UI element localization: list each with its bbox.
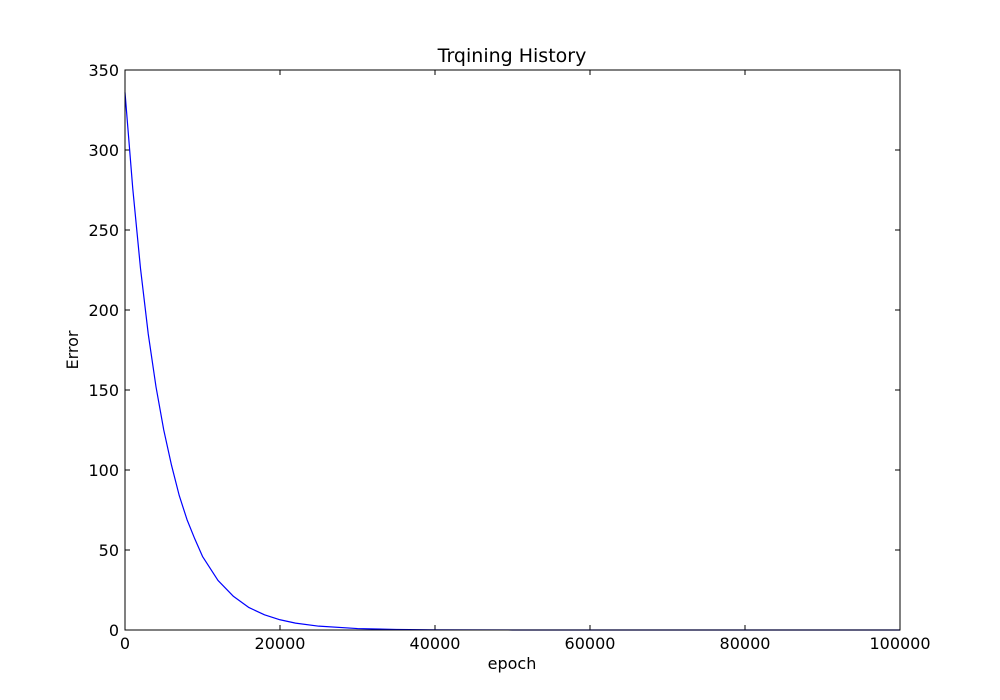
plot-frame [124, 69, 901, 631]
y-tick-label: 50 [99, 541, 119, 560]
x-tick-label: 20000 [255, 634, 306, 653]
y-tick-label: 300 [88, 141, 119, 160]
axis-ticks: 0 20000 40000 60000 80000 100000 0 50 100 150 200 2… [88, 61, 930, 653]
x-tick-label: 40000 [410, 634, 461, 653]
x-tick-label: 100000 [869, 634, 930, 653]
y-tick-label: 150 [88, 381, 119, 400]
y-tick-label: 0 [109, 621, 119, 640]
y-axis-label: Error [63, 330, 82, 369]
chart-title: Trqining History [437, 45, 587, 67]
x-tick-label: 80000 [720, 634, 771, 653]
y-tick-label: 350 [88, 61, 119, 80]
x-axis-label: epoch [488, 654, 537, 673]
x-tick-label: 60000 [565, 634, 616, 653]
y-tick-label: 200 [88, 301, 119, 320]
y-tick-label: 250 [88, 221, 119, 240]
x-tick-label: 0 [120, 634, 130, 653]
y-tick-label: 100 [88, 461, 119, 480]
